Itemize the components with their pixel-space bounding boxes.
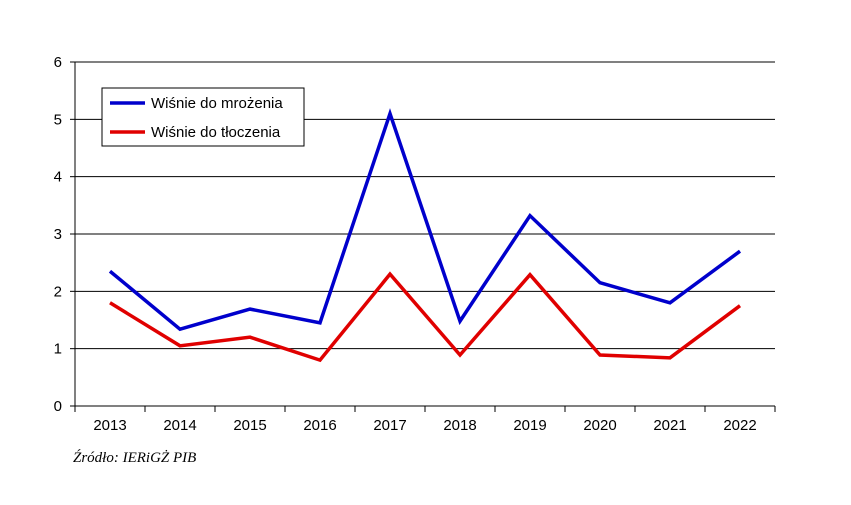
x-tick-label: 2016	[303, 417, 336, 434]
y-tick-label: 0	[54, 398, 62, 415]
y-tick-label: 2	[54, 283, 62, 300]
legend-box	[101, 87, 305, 147]
x-tick-label: 2014	[163, 417, 196, 434]
x-tick-label: 2018	[443, 417, 476, 434]
legend-label-2: Wiśnie do tłoczenia	[151, 124, 281, 141]
y-tick-label: 1	[54, 341, 62, 358]
x-tick-label: 2021	[653, 417, 686, 434]
y-tick-label: 6	[54, 54, 62, 71]
source-note: Źródło: IERiGŻ PIB	[73, 450, 197, 466]
x-tick-label: 2019	[513, 417, 546, 434]
series-line-2	[109, 271, 742, 363]
x-tick-label: 2017	[373, 417, 406, 434]
x-tick-label: 2022	[723, 417, 756, 434]
x-tick-label: 2020	[583, 417, 616, 434]
x-tick-label: 2015	[233, 417, 266, 434]
y-tick-label: 5	[54, 111, 62, 128]
y-tick-label: 4	[54, 169, 62, 186]
legend-label-1: Wiśnie do mrożenia	[151, 95, 283, 112]
x-tick-label: 2013	[93, 417, 126, 434]
y-tick-label: 3	[54, 226, 62, 243]
series-line-1	[108, 108, 742, 332]
